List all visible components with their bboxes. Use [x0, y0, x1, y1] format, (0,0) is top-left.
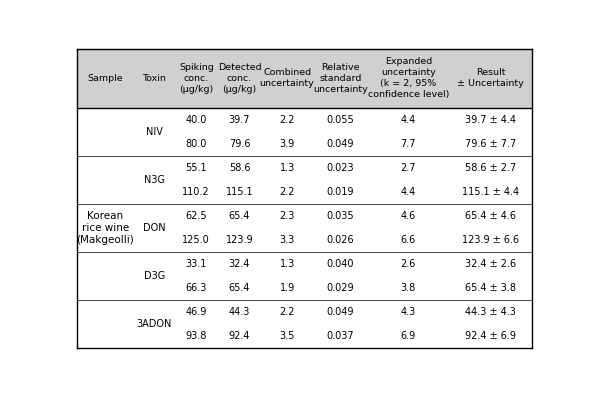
Text: 0.023: 0.023: [327, 163, 354, 173]
Text: 65.4: 65.4: [229, 283, 250, 293]
Text: 58.6 ± 2.7: 58.6 ± 2.7: [465, 163, 516, 173]
Text: 0.035: 0.035: [327, 211, 354, 221]
Text: 6.9: 6.9: [400, 331, 416, 341]
Text: Combined
uncertainty: Combined uncertainty: [260, 68, 314, 88]
Text: 4.4: 4.4: [400, 187, 416, 197]
Text: 3.9: 3.9: [280, 139, 295, 149]
Text: 65.4: 65.4: [229, 211, 250, 221]
Text: Expanded
uncertainty
(k = 2, 95%
confidence level): Expanded uncertainty (k = 2, 95% confide…: [368, 57, 449, 99]
Text: 3ADON: 3ADON: [137, 319, 172, 329]
Text: 55.1: 55.1: [185, 163, 207, 173]
Text: 123.9 ± 6.6: 123.9 ± 6.6: [462, 235, 519, 245]
Text: 2.6: 2.6: [400, 259, 416, 269]
Text: D3G: D3G: [144, 271, 165, 281]
Text: Result
± Uncertainty: Result ± Uncertainty: [457, 68, 524, 88]
Text: 58.6: 58.6: [229, 163, 250, 173]
Text: Relative
standard
uncertainty: Relative standard uncertainty: [313, 62, 368, 94]
Text: 40.0: 40.0: [185, 115, 207, 125]
Text: 2.2: 2.2: [279, 115, 295, 125]
Text: 0.029: 0.029: [327, 283, 354, 293]
Text: 0.049: 0.049: [327, 307, 354, 317]
Text: 65.4 ± 3.8: 65.4 ± 3.8: [465, 283, 516, 293]
Text: 125.0: 125.0: [182, 235, 210, 245]
Text: 33.1: 33.1: [185, 259, 207, 269]
Text: 0.037: 0.037: [327, 331, 354, 341]
Text: 3.5: 3.5: [279, 331, 295, 341]
Text: 2.2: 2.2: [279, 307, 295, 317]
Text: 93.8: 93.8: [185, 331, 207, 341]
Text: 79.6 ± 7.7: 79.6 ± 7.7: [465, 139, 516, 149]
Text: Korean
rice wine
(Makgeolli): Korean rice wine (Makgeolli): [77, 211, 134, 245]
Text: 79.6: 79.6: [229, 139, 250, 149]
Text: Detected
conc.
(μg/kg): Detected conc. (μg/kg): [218, 62, 261, 94]
Text: 32.4 ± 2.6: 32.4 ± 2.6: [465, 259, 516, 269]
Text: Toxin: Toxin: [143, 73, 166, 83]
Text: 62.5: 62.5: [185, 211, 207, 221]
Text: 7.7: 7.7: [400, 139, 416, 149]
Text: 80.0: 80.0: [185, 139, 207, 149]
Text: Sample: Sample: [87, 73, 123, 83]
Text: 2.2: 2.2: [279, 187, 295, 197]
Text: 0.019: 0.019: [327, 187, 354, 197]
Text: 2.7: 2.7: [400, 163, 416, 173]
Text: 4.4: 4.4: [400, 115, 416, 125]
Text: 39.7 ± 4.4: 39.7 ± 4.4: [465, 115, 516, 125]
Text: NIV: NIV: [146, 127, 163, 137]
Text: 1.3: 1.3: [280, 163, 295, 173]
Text: 65.4 ± 4.6: 65.4 ± 4.6: [465, 211, 516, 221]
Text: 0.049: 0.049: [327, 139, 354, 149]
Text: 39.7: 39.7: [229, 115, 250, 125]
Text: 46.9: 46.9: [185, 307, 207, 317]
Text: 123.9: 123.9: [226, 235, 253, 245]
Text: 115.1 ± 4.4: 115.1 ± 4.4: [462, 187, 519, 197]
Text: Spiking
conc.
(μg/kg): Spiking conc. (μg/kg): [179, 62, 214, 94]
Text: 4.6: 4.6: [400, 211, 416, 221]
Text: 44.3: 44.3: [229, 307, 250, 317]
Bar: [77, 49, 532, 108]
Text: 0.055: 0.055: [327, 115, 355, 125]
Text: 92.4: 92.4: [229, 331, 250, 341]
Text: 32.4: 32.4: [229, 259, 250, 269]
Text: 92.4 ± 6.9: 92.4 ± 6.9: [465, 331, 516, 341]
Text: 0.040: 0.040: [327, 259, 354, 269]
Text: 1.9: 1.9: [280, 283, 295, 293]
Text: 4.3: 4.3: [400, 307, 416, 317]
Text: 66.3: 66.3: [185, 283, 207, 293]
Text: 44.3 ± 4.3: 44.3 ± 4.3: [465, 307, 516, 317]
Text: 6.6: 6.6: [400, 235, 416, 245]
Text: 3.3: 3.3: [280, 235, 295, 245]
Text: 3.8: 3.8: [400, 283, 416, 293]
Text: 1.3: 1.3: [280, 259, 295, 269]
Text: 110.2: 110.2: [182, 187, 210, 197]
Text: 2.3: 2.3: [279, 211, 295, 221]
Text: 0.026: 0.026: [327, 235, 354, 245]
Text: N3G: N3G: [144, 175, 165, 185]
Text: DON: DON: [143, 223, 166, 233]
Text: 115.1: 115.1: [226, 187, 253, 197]
